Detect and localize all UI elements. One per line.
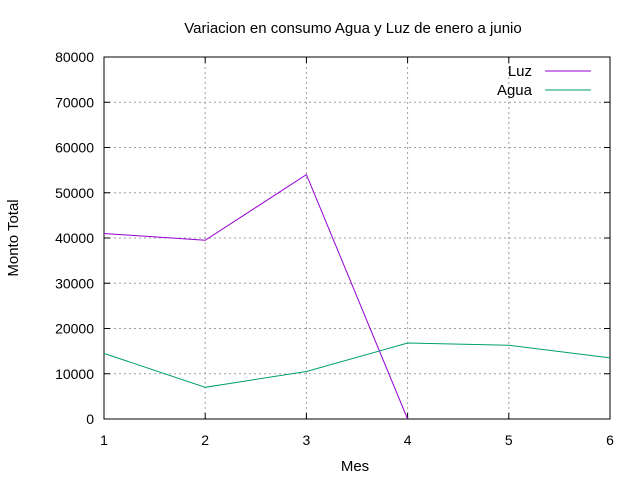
y-tick-label: 20000: [55, 321, 94, 337]
y-tick-label: 50000: [55, 185, 94, 201]
chart-title: Variacion en consumo Agua y Luz de enero…: [184, 20, 521, 37]
legend-label-agua: Agua: [497, 82, 533, 99]
x-tick-label: 6: [606, 432, 614, 448]
legend: Luz Agua: [497, 63, 591, 99]
series-lines: [103, 173, 611, 420]
y-tick-label: 40000: [55, 230, 94, 246]
legend-label-luz: Luz: [508, 63, 532, 80]
x-tick-label: 3: [303, 432, 311, 448]
y-tick-label: 0: [86, 411, 94, 427]
x-tick-label: 4: [404, 432, 412, 448]
y-tick-label: 60000: [55, 140, 94, 156]
series-line-luz: [103, 173, 409, 420]
x-tick-label: 1: [100, 432, 108, 448]
series-line-agua: [103, 342, 611, 388]
y-tick-label: 30000: [55, 275, 94, 291]
y-tick-label: 70000: [55, 94, 94, 110]
axis-ticks: 1 2 3 4 5 6 0 10000 20000 30000 40000 50000 60000 700…: [55, 49, 614, 448]
grid: [104, 57, 610, 419]
y-axis-label: Monto Total: [5, 199, 22, 276]
x-axis-label: Mes: [341, 458, 369, 475]
x-tick-label: 5: [505, 432, 513, 448]
y-tick-label: 80000: [55, 49, 94, 65]
y-tick-label: 10000: [55, 366, 94, 382]
x-tick-label: 2: [201, 432, 209, 448]
